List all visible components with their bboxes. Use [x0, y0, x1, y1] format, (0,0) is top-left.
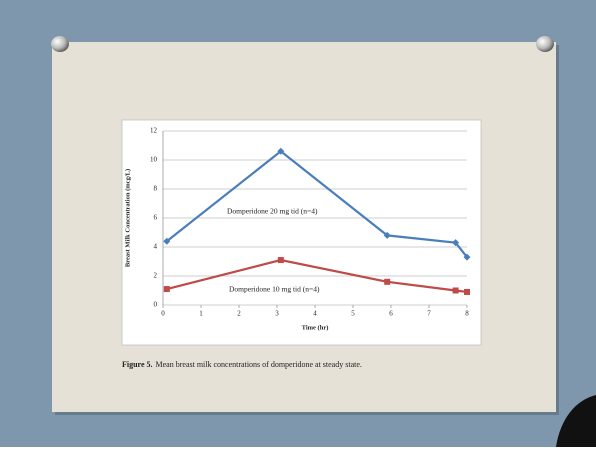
y-tick-label: 8	[154, 185, 158, 193]
x-tick-label: 2	[237, 310, 241, 318]
y-axis-label: Breast Milk Concentration (mcg/L)	[124, 169, 131, 267]
y-tick-label: 10	[150, 156, 158, 164]
marker	[384, 278, 391, 285]
x-tick-label: 8	[465, 310, 469, 318]
page-curl	[556, 395, 596, 447]
marker	[452, 239, 460, 247]
marker	[452, 287, 459, 294]
marker	[163, 286, 170, 293]
x-axis-label: Time (hr)	[302, 324, 329, 331]
x-tick-label: 4	[313, 310, 317, 318]
caption-label: Figure 5.	[122, 360, 153, 369]
marker	[464, 288, 470, 295]
y-tick-label: 2	[154, 272, 158, 280]
pin	[51, 36, 69, 52]
x-tick-label: 3	[275, 310, 279, 318]
x-tick-label: 6	[389, 310, 393, 318]
x-tick-label: 7	[427, 310, 431, 318]
series-label: Domperidone 20 mg tid (n=4)	[227, 207, 318, 216]
y-tick-label: 0	[154, 301, 158, 309]
x-tick-label: 1	[199, 310, 203, 318]
marker	[163, 237, 171, 245]
pin	[536, 36, 554, 52]
y-tick-label: 4	[154, 243, 158, 251]
chart-area	[121, 119, 482, 346]
caption: Figure 5. Mean breast milk concentrations…	[122, 360, 362, 369]
y-tick-label: 12	[150, 127, 158, 135]
series-label: Domperidone 10 mg tid (n=4)	[229, 285, 320, 294]
x-tick-label: 0	[161, 310, 165, 318]
marker	[383, 231, 391, 239]
x-tick-label: 5	[351, 310, 355, 318]
marker	[463, 253, 471, 261]
marker	[277, 147, 285, 155]
marker	[277, 257, 284, 264]
caption-text: Mean breast milk concentrations of dompe…	[156, 360, 362, 369]
y-tick-label: 6	[154, 214, 158, 222]
